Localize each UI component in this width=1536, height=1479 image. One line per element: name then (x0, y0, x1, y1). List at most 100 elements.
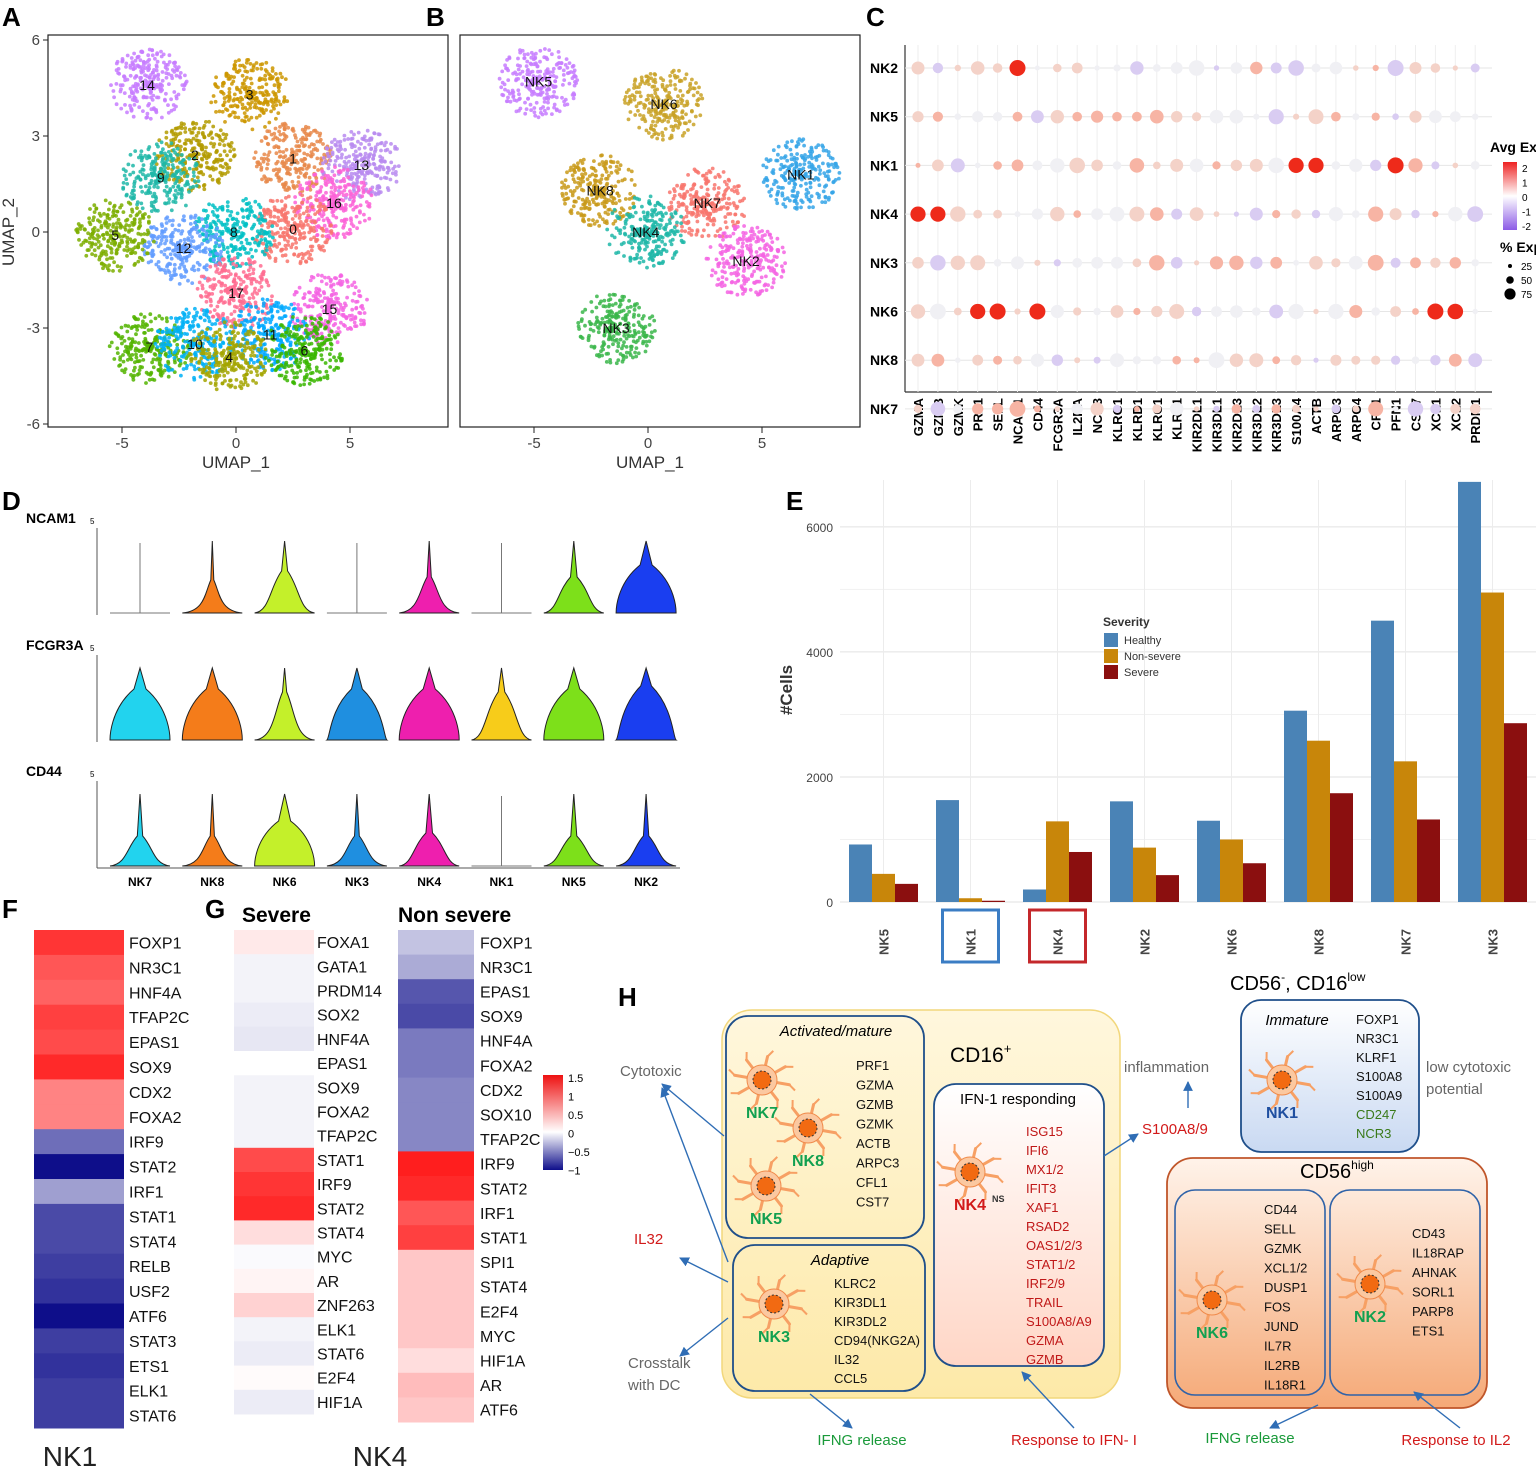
umap-point (230, 217, 235, 222)
umap-point (337, 202, 341, 206)
umap-point (820, 200, 825, 205)
umap-point (262, 174, 267, 179)
umap-point (801, 137, 806, 142)
umap-point (837, 171, 842, 175)
umap-point (107, 263, 111, 268)
umap-point (137, 105, 142, 110)
umap-point (554, 62, 559, 67)
umap-point (87, 216, 91, 221)
umap-point (219, 220, 224, 225)
umap-point (263, 347, 268, 352)
umap-point (315, 148, 320, 153)
umap-point (187, 351, 192, 356)
umap-point (124, 177, 129, 182)
umap-point (808, 185, 813, 190)
umap-point (250, 254, 255, 259)
umap-point (228, 378, 233, 383)
umap-point (296, 254, 300, 258)
umap-point (139, 149, 144, 154)
umap-point (146, 372, 151, 376)
umap-point (325, 338, 330, 342)
umap-point (301, 135, 305, 140)
umap-point (200, 367, 205, 372)
umap-point (234, 69, 239, 74)
umap-point (524, 64, 529, 68)
umap-point (261, 159, 266, 164)
umap-point (342, 223, 346, 228)
umap-point (357, 187, 361, 192)
umap-point (533, 113, 538, 118)
umap-point (220, 381, 225, 386)
umap-point (139, 353, 144, 358)
umap-point (345, 280, 350, 284)
umap-point (251, 378, 256, 383)
umap-ytick-label: 6 (32, 32, 40, 49)
umap-point (230, 82, 234, 86)
umap-point (218, 236, 223, 241)
umap-point (194, 313, 199, 318)
umap-point (233, 273, 238, 278)
umap-point (363, 173, 367, 178)
umap-point (666, 119, 671, 124)
umap-point (376, 132, 381, 137)
umap-point (329, 329, 334, 334)
umap-point (314, 365, 319, 370)
umap-point (541, 105, 545, 109)
umap-point (163, 160, 168, 165)
umap-point (298, 360, 303, 365)
umap-point (308, 252, 312, 257)
umap-point (358, 294, 363, 299)
umap-point (827, 195, 831, 200)
umap-cluster-label: 14 (139, 77, 155, 93)
umap-point (345, 327, 350, 331)
umap-point (331, 288, 335, 293)
umap-point (161, 156, 166, 161)
umap-point (535, 92, 540, 97)
umap-point (133, 96, 138, 101)
umap-point (794, 160, 798, 165)
umap-point (159, 222, 164, 227)
umap-point (665, 84, 669, 88)
umap-point (268, 198, 273, 203)
umap-point (205, 327, 210, 331)
umap-point (334, 358, 338, 363)
umap-point (195, 175, 200, 180)
umap-point (292, 292, 297, 297)
umap-point (250, 292, 255, 297)
umap-point (260, 309, 265, 314)
umap-point (90, 242, 95, 247)
umap-point (675, 75, 680, 79)
umap-point (205, 295, 210, 299)
umap-point (242, 82, 246, 86)
umap-point (676, 125, 680, 130)
umap-point (179, 262, 183, 267)
umap-point (160, 316, 165, 321)
umap-point (333, 185, 338, 190)
umap-point (286, 239, 290, 244)
umap-point (192, 179, 197, 184)
umap-point (165, 255, 170, 260)
umap-point (346, 137, 350, 141)
umap-point (182, 264, 187, 269)
umap-point (204, 160, 209, 165)
umap-point (226, 99, 231, 103)
umap-point (225, 162, 229, 167)
umap-point (240, 102, 245, 107)
umap-point (208, 381, 213, 385)
umap-point (315, 156, 320, 161)
umap-point (257, 85, 262, 90)
umap-point (181, 162, 186, 167)
panel-a-frame (47, 34, 449, 428)
umap-point (814, 158, 819, 162)
umap-point (281, 231, 285, 236)
umap-point (133, 360, 137, 365)
umap-point (332, 173, 337, 178)
umap-point (132, 181, 137, 186)
umap-point (118, 363, 123, 367)
umap-point (302, 151, 307, 156)
umap-point (292, 186, 297, 190)
umap-point (350, 175, 355, 180)
umap-ytick-label: 3 (32, 128, 40, 145)
umap-point (293, 306, 297, 311)
umap-point (223, 172, 228, 176)
